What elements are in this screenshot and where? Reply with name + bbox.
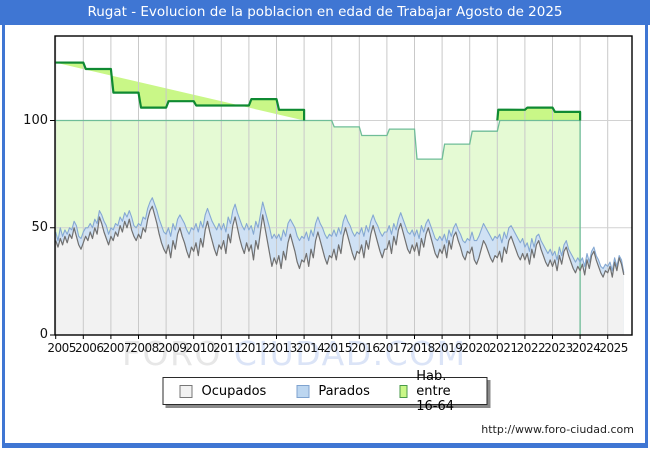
- hab-16-64-swatch-icon: [399, 384, 408, 398]
- source-url: http://www.foro-ciudad.com: [481, 423, 634, 436]
- plot-border: [54, 35, 633, 336]
- x-tick-label: 2015: [323, 341, 352, 355]
- watermark-part2: CIUDAD.COM: [233, 334, 467, 373]
- ocupados-area: [55, 206, 624, 335]
- x-tick-label: 2010: [185, 341, 214, 355]
- x-tick-label: 2012: [240, 341, 270, 355]
- hab-16-64-line-dark: [55, 61, 306, 121]
- axis-ticks: [50, 120, 609, 339]
- ocupados-line: [55, 205, 625, 278]
- x-tick-label: 2013: [268, 341, 297, 355]
- x-tick-label: 2016: [351, 341, 380, 355]
- x-tick-label: 2008: [130, 341, 159, 355]
- ocupados-swatch-icon: [179, 384, 193, 398]
- x-tick-label: 2014: [295, 341, 325, 355]
- x-tick-label: 2011: [213, 341, 242, 355]
- legend-label-ocupados: Ocupados: [201, 383, 267, 399]
- chart-legend: Ocupados Parados Hab. entre 16-64: [162, 369, 488, 414]
- y-tick-label: 0: [39, 327, 48, 342]
- hab-16-64-line-dark: [496, 106, 582, 121]
- chart-plot: [50, 35, 633, 339]
- parados-swatch-icon: [296, 384, 310, 398]
- legend-item-parados: Parados: [296, 384, 370, 399]
- x-tick-label: 2007: [102, 341, 132, 355]
- x-tick-label: 2006: [75, 341, 104, 355]
- y-tick-label: 50: [31, 219, 48, 235]
- x-tick-label: 2021: [489, 341, 518, 355]
- x-tick-label: 2005: [47, 341, 76, 355]
- x-tick-label: 2017: [378, 341, 408, 355]
- x-tick-label: 2025: [599, 341, 628, 355]
- legend-label-hab-16-64: Hab. entre 16-64: [416, 368, 455, 414]
- x-tick-label: 2018: [406, 341, 435, 355]
- x-tick-label: 2023: [544, 341, 573, 355]
- watermark: FORO CIUDAD.COM: [122, 334, 467, 373]
- chart-title: Rugat - Evolucion de la poblacion en eda…: [87, 4, 563, 20]
- legend-item-ocupados: Ocupados: [179, 383, 267, 399]
- legend-label-parados: Parados: [318, 383, 370, 399]
- parados-line: [55, 197, 625, 273]
- x-tick-label: 2019: [433, 341, 463, 355]
- x-tick-label: 2022: [516, 341, 546, 355]
- hab-16-64-line-light: [55, 119, 581, 335]
- watermark-part1: FORO: [122, 334, 222, 373]
- x-tick-label: 2020: [461, 341, 490, 355]
- hab-16-64-area-dark: [55, 62, 305, 121]
- x-tick-label: 2009: [157, 341, 187, 355]
- y-tick-label: 100: [23, 112, 48, 128]
- chart-title-bar: Rugat - Evolucion de la poblacion en eda…: [0, 0, 650, 25]
- legend-item-hab-16-64: Hab. entre 16-64: [399, 368, 471, 414]
- x-tick-label: 2024: [571, 341, 601, 355]
